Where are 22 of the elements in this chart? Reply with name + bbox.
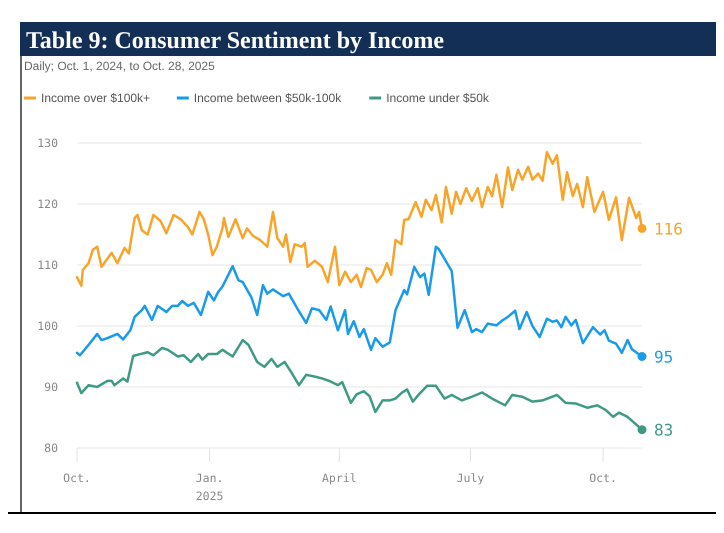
legend-label: Income over $100k+ xyxy=(41,91,150,105)
y-tick-label: 80 xyxy=(44,441,58,455)
legend-label: Income under $50k xyxy=(386,91,490,105)
legend-label: Income between $50k-100k xyxy=(194,91,342,105)
annotation: 116 xyxy=(654,219,683,238)
y-tick-label: 90 xyxy=(44,380,58,394)
y-tick-label: 130 xyxy=(37,136,58,150)
x-tick-label: July xyxy=(456,471,484,485)
x-tick-label: Oct. xyxy=(589,471,617,485)
x-tick-label: Oct. xyxy=(63,471,91,485)
annotation: 83 xyxy=(654,420,674,440)
annotation: 95 xyxy=(654,348,674,366)
x-tick-label: April xyxy=(322,471,357,485)
point xyxy=(638,352,646,361)
point xyxy=(638,425,646,434)
y-tick-label: 120 xyxy=(37,197,58,211)
y-tick-label: 110 xyxy=(37,258,58,272)
chart-subtitle: Daily; Oct. 1, 2024, to Oct. 28, 2025 xyxy=(24,59,216,73)
chart-title: Table 9: Consumer Sentiment by Income xyxy=(26,28,444,54)
x-tick-label: Jan. 2025 xyxy=(196,471,224,503)
y-tick-label: 100 xyxy=(37,319,58,333)
point xyxy=(638,224,646,233)
